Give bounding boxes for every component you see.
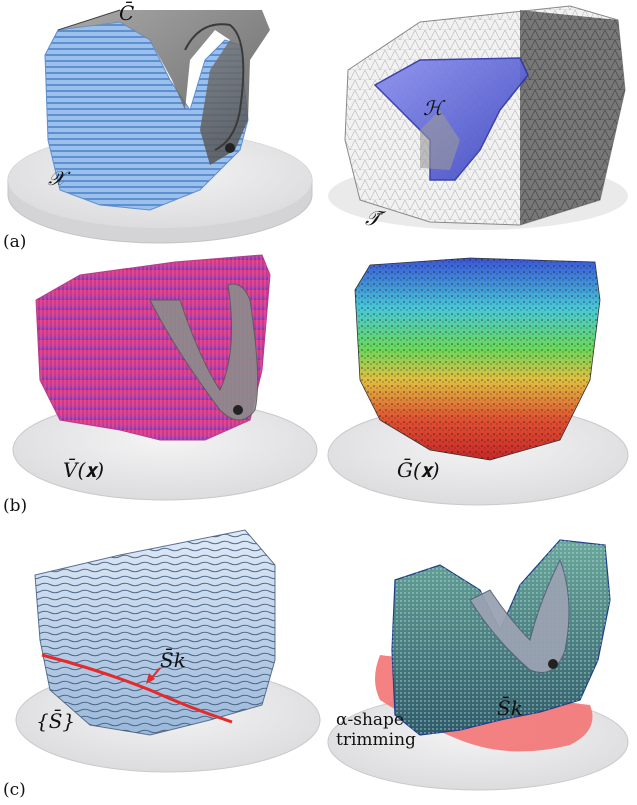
- highlighted-layer-sk: [41, 653, 233, 724]
- panel-c-right: [327, 539, 629, 791]
- label-sk-left: S̄k: [160, 648, 186, 672]
- row-tag-b-visible: (b): [3, 496, 28, 516]
- row-tag-a: (a): [3, 232, 27, 252]
- panel-b-right: [327, 257, 629, 506]
- boundary-surface-c: [58, 10, 270, 165]
- label-t-bar: 𝒯̄: [365, 206, 381, 230]
- panel-c-left: [15, 529, 321, 773]
- panel-b-left: [12, 254, 318, 501]
- label-x: 𝒳: [48, 166, 66, 190]
- label-c-bar: C̄: [119, 1, 135, 25]
- label-g-field: Ḡ(𝐱): [397, 458, 440, 482]
- label-h: ℋ: [423, 96, 443, 120]
- label-alpha-shape: α-shape: [336, 710, 404, 730]
- label-s-set: {S̄}: [36, 709, 76, 733]
- hole-icon: [225, 143, 235, 153]
- label-sk-right: S̄k: [497, 696, 523, 720]
- label-trimming: trimming: [336, 730, 416, 750]
- row-tag-c: (c): [3, 780, 26, 800]
- panel-a-right: [328, 5, 628, 230]
- panel-a-left: [7, 9, 313, 244]
- label-v-field: V̄(𝐱): [63, 458, 105, 482]
